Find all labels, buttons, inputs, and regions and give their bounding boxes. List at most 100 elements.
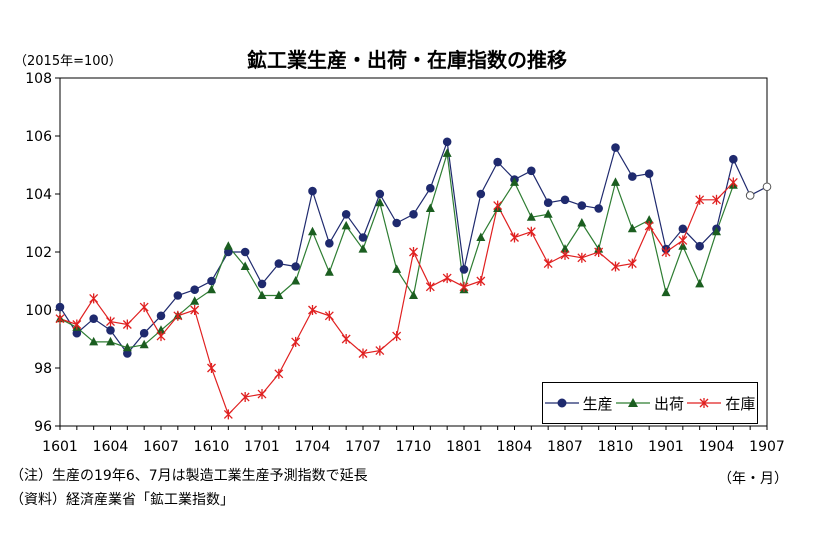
data-point-production xyxy=(291,262,300,271)
data-point-shipment xyxy=(223,241,233,250)
point-triangle xyxy=(139,339,149,349)
series-markers xyxy=(55,137,772,420)
y-tick-label: 104 xyxy=(25,187,52,203)
data-point-production xyxy=(409,210,418,219)
x-tick-label: 1610 xyxy=(194,439,230,455)
data-point-shipment xyxy=(156,325,166,334)
point-circle xyxy=(527,166,536,176)
x-tick-label: 1907 xyxy=(749,439,785,455)
legend-marker-triangle xyxy=(615,398,650,407)
point-circle xyxy=(594,204,603,213)
data-point-inventory xyxy=(409,247,418,257)
data-point-shipment xyxy=(543,209,553,218)
x-axis-unit-label: （年・月） xyxy=(718,471,788,487)
data-point-production xyxy=(476,189,486,199)
data-point-inventory xyxy=(425,281,435,292)
data-point-inventory xyxy=(526,226,536,237)
series-line-inventory xyxy=(59,181,734,416)
data-point-production xyxy=(207,276,216,286)
data-point-production xyxy=(560,195,570,205)
point-triangle xyxy=(89,336,99,346)
point-triangle xyxy=(392,264,402,273)
point-circle xyxy=(459,265,469,274)
data-point-production xyxy=(493,157,502,167)
point-circle xyxy=(577,201,587,210)
data-point-inventory xyxy=(139,302,149,313)
point-circle xyxy=(628,172,637,181)
data-point-shipment xyxy=(358,244,368,253)
data-point-production xyxy=(55,302,65,312)
point-circle xyxy=(729,154,738,164)
axes xyxy=(55,77,768,430)
data-point-shipment xyxy=(324,267,334,276)
data-point-shipment xyxy=(341,220,351,230)
y-tick-label: 100 xyxy=(25,303,52,319)
data-point-inventory xyxy=(173,310,183,321)
chart-title: 鉱工業生産・出荷・在庫指数の推移 xyxy=(247,48,567,72)
legend-item-production: 生産 xyxy=(544,393,613,414)
point-circle xyxy=(409,210,418,219)
point-triangle xyxy=(358,244,368,253)
data-point-shipment xyxy=(308,226,317,236)
data-point-production xyxy=(527,166,536,176)
legend-label-inventory: 在庫 xyxy=(725,394,756,413)
point-triangle xyxy=(661,287,671,297)
x-tick-label: 1704 xyxy=(295,439,331,455)
data-point-production xyxy=(89,314,98,324)
y-tick-label: 102 xyxy=(25,245,52,261)
data-point-shipment xyxy=(678,241,688,250)
data-point-production xyxy=(543,198,553,207)
data-point-inventory xyxy=(712,194,721,205)
data-point-shipment xyxy=(526,212,536,221)
data-point-production xyxy=(392,218,401,228)
point-circle xyxy=(426,183,435,193)
data-point-shipment xyxy=(442,148,452,157)
point-circle xyxy=(106,326,115,335)
point-circle xyxy=(308,186,317,196)
data-point-production xyxy=(257,279,267,289)
data-point-shipment xyxy=(476,232,486,241)
data-point-inventory xyxy=(611,261,620,272)
data-point-inventory xyxy=(156,331,166,342)
point-triangle xyxy=(106,336,115,346)
y-tick-label: 106 xyxy=(25,129,52,145)
data-point-shipment xyxy=(611,177,620,186)
data-point-shipment xyxy=(577,218,587,227)
data-point-inventory xyxy=(678,235,688,246)
data-point-inventory xyxy=(493,200,503,211)
point-circle xyxy=(358,233,368,242)
point-circle xyxy=(476,189,486,199)
point-triangle xyxy=(324,267,334,276)
data-point-production xyxy=(729,154,738,164)
data-point-production xyxy=(139,328,149,338)
point-circle xyxy=(695,241,704,251)
legend-item-shipment: 出荷 xyxy=(615,393,684,414)
point-triangle xyxy=(425,203,435,212)
point-circle xyxy=(274,259,284,268)
point-circle xyxy=(341,210,351,219)
data-point-production xyxy=(426,183,435,193)
data-point-shipment xyxy=(139,339,149,349)
point-triangle xyxy=(560,244,570,253)
point-triangle xyxy=(712,226,721,236)
source-text: （資料）経済産業省「鉱工業指数」 xyxy=(10,492,234,508)
data-point-inventory xyxy=(89,293,99,304)
data-point-shipment xyxy=(712,226,721,236)
y-tick-label: 108 xyxy=(25,71,52,87)
data-point-inventory xyxy=(560,249,570,260)
tick-labels: 96 98 100 102 104 106 108 1601 1604 1607 1610 1701 1… xyxy=(25,71,785,455)
point-circle xyxy=(745,191,755,200)
data-point-shipment xyxy=(510,177,519,186)
x-tick-label: 1601 xyxy=(42,439,78,455)
point-triangle xyxy=(223,241,233,250)
data-point-inventory xyxy=(728,177,738,188)
x-tick-label: 1604 xyxy=(93,439,129,455)
data-point-production xyxy=(190,285,199,295)
point-circle xyxy=(139,328,149,338)
point-triangle xyxy=(476,232,486,241)
point-circle xyxy=(678,224,688,234)
point-circle xyxy=(55,302,65,312)
data-point-production xyxy=(459,265,469,274)
data-point-inventory xyxy=(627,258,637,269)
data-point-inventory xyxy=(55,313,65,324)
